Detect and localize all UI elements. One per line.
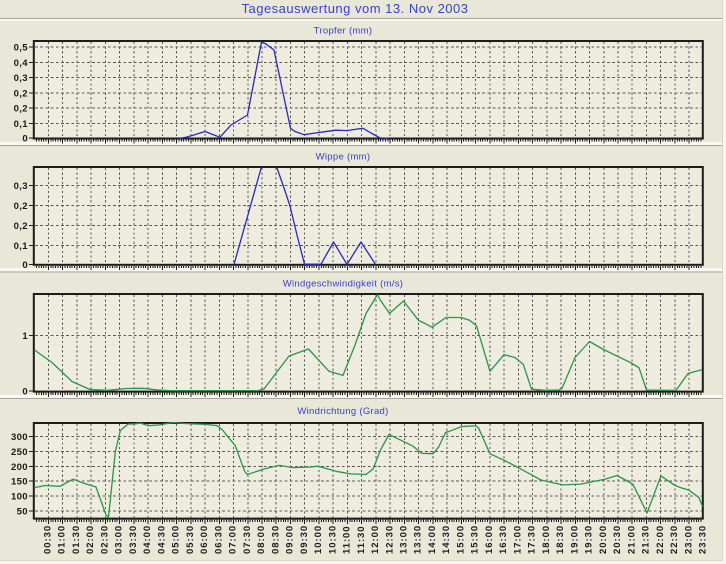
svg-text:08:00: 08:00 [256, 525, 267, 554]
svg-text:02:30: 02:30 [99, 525, 110, 554]
svg-text:15:00: 15:00 [455, 525, 466, 554]
svg-text:16:30: 16:30 [498, 525, 509, 554]
svg-text:Tagesauswertung vom 13. Nov 20: Tagesauswertung vom 13. Nov 2003 [241, 1, 468, 16]
svg-text:09:00: 09:00 [285, 525, 296, 554]
svg-text:14:30: 14:30 [441, 525, 452, 554]
svg-text:250: 250 [11, 447, 28, 458]
svg-text:150: 150 [11, 477, 28, 488]
svg-text:19:00: 19:00 [569, 525, 580, 554]
svg-text:01:00: 01:00 [57, 525, 68, 554]
svg-text:0,5: 0,5 [14, 43, 29, 54]
svg-text:07:00: 07:00 [228, 525, 239, 554]
svg-text:300: 300 [11, 432, 28, 443]
svg-text:23:00: 23:00 [683, 525, 694, 554]
svg-text:0,4: 0,4 [14, 58, 29, 69]
svg-text:09:30: 09:30 [299, 525, 310, 554]
svg-text:20:00: 20:00 [598, 525, 609, 554]
svg-text:04:30: 04:30 [156, 525, 167, 554]
svg-text:08:30: 08:30 [270, 525, 281, 554]
svg-text:23:30: 23:30 [698, 525, 709, 554]
svg-text:200: 200 [11, 462, 28, 473]
svg-text:13:30: 13:30 [413, 525, 424, 554]
svg-text:17:00: 17:00 [512, 525, 523, 554]
svg-text:21:00: 21:00 [626, 525, 637, 554]
svg-text:Wippe (mm): Wippe (mm) [316, 152, 371, 163]
svg-text:03:00: 03:00 [114, 525, 125, 554]
svg-text:21:30: 21:30 [641, 525, 652, 554]
svg-text:Tropfer (mm): Tropfer (mm) [314, 26, 373, 37]
svg-text:18:30: 18:30 [555, 525, 566, 554]
svg-text:0,2: 0,2 [14, 221, 28, 232]
svg-text:04:00: 04:00 [142, 525, 153, 554]
svg-text:Windrichtung (Grad): Windrichtung (Grad) [297, 406, 388, 417]
svg-text:07:30: 07:30 [242, 525, 253, 554]
svg-text:13:00: 13:00 [399, 525, 410, 554]
svg-text:06:30: 06:30 [213, 525, 224, 554]
svg-text:05:30: 05:30 [185, 525, 196, 554]
svg-text:1: 1 [22, 331, 28, 342]
svg-text:10:00: 10:00 [313, 525, 324, 554]
svg-text:18:00: 18:00 [541, 525, 552, 554]
svg-text:0: 0 [22, 260, 28, 271]
svg-text:100: 100 [11, 492, 28, 503]
svg-text:06:00: 06:00 [199, 525, 210, 554]
svg-text:Windgeschwindigkeit (m/s): Windgeschwindigkeit (m/s) [283, 278, 403, 289]
svg-text:22:30: 22:30 [669, 525, 680, 554]
svg-text:20:30: 20:30 [612, 525, 623, 554]
svg-text:0,1: 0,1 [14, 241, 29, 252]
svg-text:12:00: 12:00 [370, 525, 381, 554]
svg-text:0,1: 0,1 [14, 119, 29, 130]
svg-text:00:30: 00:30 [43, 525, 54, 554]
svg-text:17:30: 17:30 [527, 525, 538, 554]
svg-text:16:00: 16:00 [484, 525, 495, 554]
svg-text:0,2: 0,2 [14, 88, 28, 99]
svg-text:50: 50 [17, 506, 28, 517]
svg-text:0,3: 0,3 [14, 73, 28, 84]
svg-text:02:00: 02:00 [85, 525, 96, 554]
svg-text:12:30: 12:30 [384, 525, 395, 554]
svg-text:15:30: 15:30 [470, 525, 481, 554]
svg-text:0: 0 [22, 133, 28, 144]
svg-text:22:00: 22:00 [655, 525, 666, 554]
svg-text:0,2: 0,2 [14, 104, 28, 115]
svg-text:0,2: 0,2 [14, 201, 28, 212]
svg-text:0: 0 [22, 387, 28, 398]
svg-text:14:00: 14:00 [427, 525, 438, 554]
svg-text:19:30: 19:30 [584, 525, 595, 554]
svg-text:11:00: 11:00 [342, 525, 353, 554]
svg-text:11:30: 11:30 [356, 525, 367, 554]
svg-text:05:00: 05:00 [171, 525, 182, 554]
svg-text:01:30: 01:30 [71, 525, 82, 554]
svg-text:03:30: 03:30 [128, 525, 139, 554]
svg-text:10:30: 10:30 [327, 525, 338, 554]
svg-text:0,3: 0,3 [14, 181, 28, 192]
